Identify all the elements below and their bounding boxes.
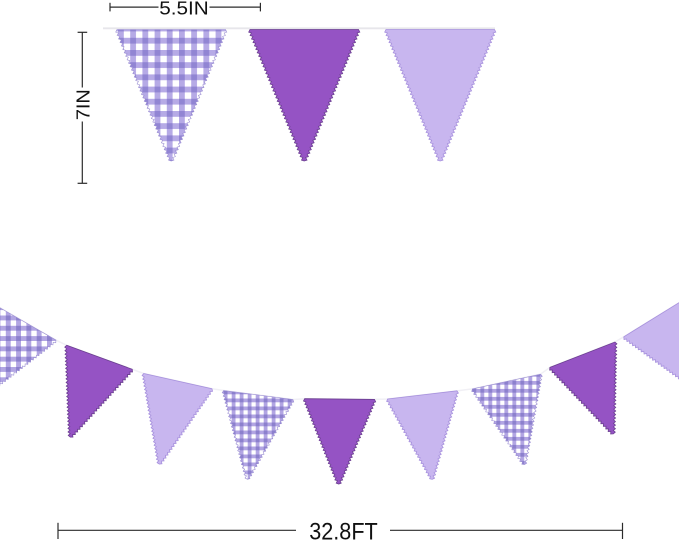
svg-text:32.8FT: 32.8FT bbox=[309, 518, 378, 541]
svg-text:5.5IN: 5.5IN bbox=[159, 0, 209, 18]
svg-text:7IN: 7IN bbox=[72, 89, 93, 120]
